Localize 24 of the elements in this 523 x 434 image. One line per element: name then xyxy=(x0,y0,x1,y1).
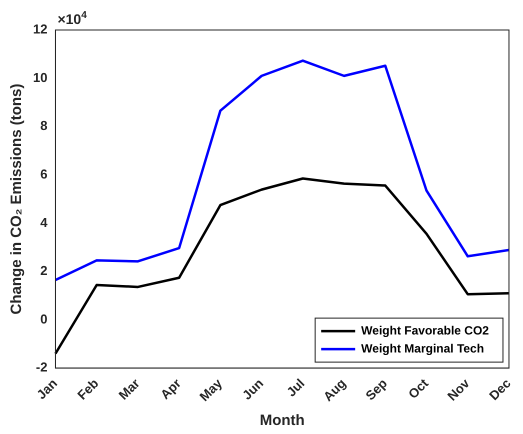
x-tick-label: Sep xyxy=(362,376,390,404)
legend-label: Weight Favorable CO2 xyxy=(361,323,490,338)
x-tick-label: Mar xyxy=(116,376,143,403)
x-tick-label: Oct xyxy=(405,375,432,402)
x-tick-label: Jan xyxy=(34,376,60,402)
y-tick-label: -2 xyxy=(36,360,48,375)
x-tick-label: Apr xyxy=(157,376,184,402)
x-axis-title: Month xyxy=(260,412,305,430)
x-tick-label: Aug xyxy=(320,376,349,404)
x-tick-label: Feb xyxy=(74,376,102,403)
y-tick-label: 12 xyxy=(32,22,48,37)
y-tick-label: 8 xyxy=(40,118,48,134)
y-tick-label: 6 xyxy=(40,166,48,182)
x-tick-label: Nov xyxy=(444,375,473,404)
y-tick-label: 10 xyxy=(32,70,48,85)
x-tick-label: Dec xyxy=(486,376,514,404)
y-axis-title: Change in CO₂ Emissions (tons) xyxy=(8,84,26,314)
x-tick-label: Jul xyxy=(284,376,308,400)
y-tick-label: 4 xyxy=(40,214,48,230)
y-tick-label: 0 xyxy=(40,311,48,326)
x-tick-label: May xyxy=(196,375,226,404)
y-tick-label: 2 xyxy=(40,263,48,278)
legend-label: Weight Marginal Tech xyxy=(361,341,484,356)
x-tick-label: Jun xyxy=(239,376,266,403)
